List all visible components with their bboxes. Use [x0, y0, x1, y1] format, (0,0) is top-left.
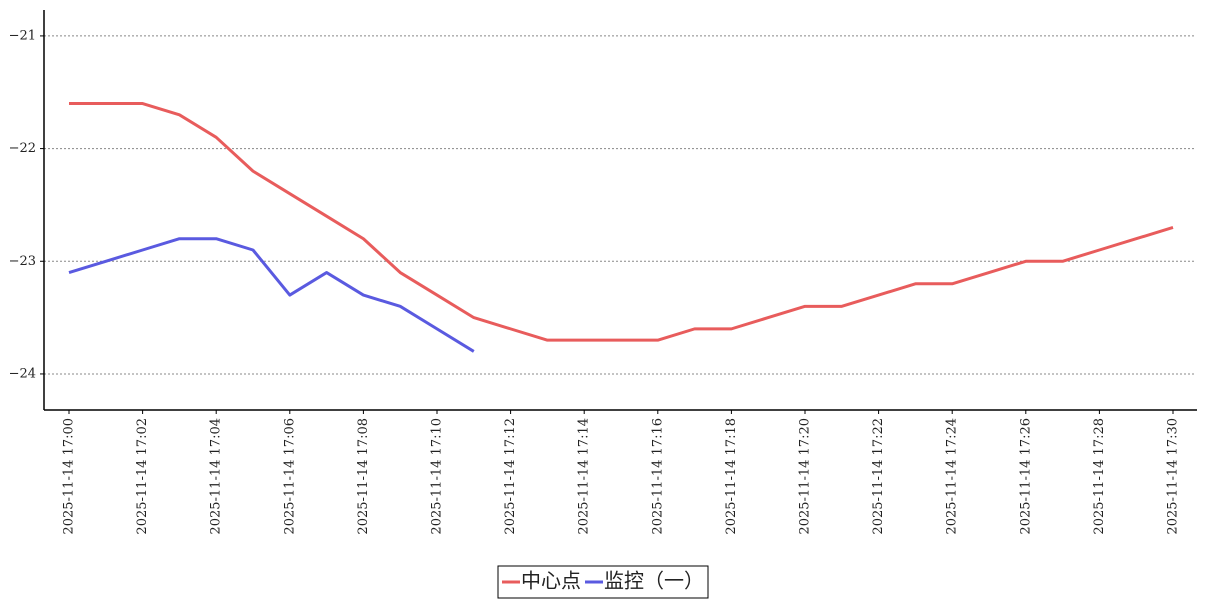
x-tick-label: 2025-11-14 17:26 — [1018, 418, 1033, 535]
series-line — [68, 237, 475, 353]
x-tick-label: 2025-11-14 17:10 — [430, 418, 445, 535]
legend-label: 监控（一） — [604, 569, 704, 593]
x-tick-label: 2025-11-14 17:12 — [503, 418, 518, 535]
series-line — [69, 102, 1174, 342]
legend-label: 中心点 — [521, 569, 581, 593]
y-tick-label: −24 — [9, 366, 36, 381]
y-tick-label: −22 — [9, 141, 36, 156]
x-tick-label: 2025-11-14 17:20 — [798, 418, 813, 535]
x-tick-label: 2025-11-14 17:18 — [724, 418, 739, 535]
x-tick-label: 2025-11-14 17:02 — [135, 418, 150, 535]
x-tick-label: 2025-11-14 17:14 — [577, 418, 592, 535]
y-tick-label: −21 — [9, 28, 36, 43]
y-tick-label: −23 — [9, 254, 36, 269]
x-tick-label: 2025-11-14 17:16 — [650, 418, 665, 535]
x-tick-label: 2025-11-14 17:08 — [356, 418, 371, 535]
x-tick-label: 2025-11-14 17:00 — [62, 418, 77, 535]
x-tick-label: 2025-11-14 17:30 — [1166, 418, 1181, 535]
x-tick-label: 2025-11-14 17:24 — [945, 418, 960, 535]
x-tick-label: 2025-11-14 17:04 — [209, 418, 224, 535]
x-tick-label: 2025-11-14 17:28 — [1092, 418, 1107, 535]
x-tick-label: 2025-11-14 17:06 — [282, 418, 297, 535]
x-tick-label: 2025-11-14 17:22 — [871, 418, 886, 535]
